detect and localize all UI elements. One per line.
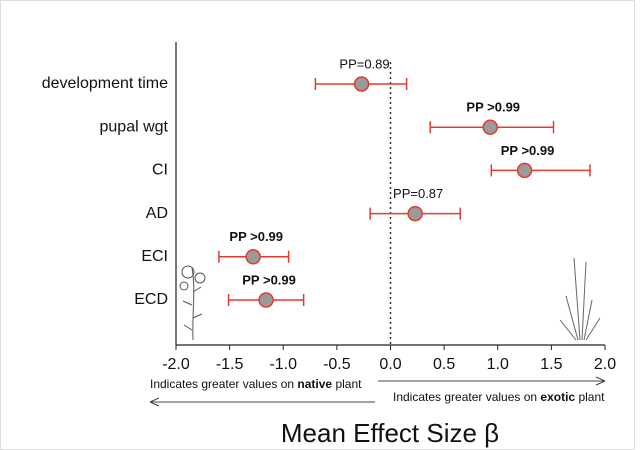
note: Indicates greater values on exotic plant (393, 390, 605, 404)
x-tick-label: 1.5 (540, 356, 562, 373)
annotation: PP >0.99 (229, 229, 283, 244)
y-tick-label: ECD (134, 291, 168, 308)
point (353, 76, 370, 92)
note-part: exotic (540, 390, 575, 404)
annotation: PP >0.99 (242, 272, 296, 287)
annotation: PP >0.99 (466, 100, 520, 115)
native-plant-drawing (179, 265, 206, 341)
exotic-plant-drawing (559, 257, 601, 341)
x-tick-label: -2.0 (162, 356, 190, 373)
y-tick-label: development time (42, 75, 168, 92)
note-part: plant (332, 377, 362, 391)
annotation: PP=0.87 (393, 186, 443, 201)
point (482, 119, 498, 135)
x-tick-label: -0.5 (323, 356, 351, 373)
note-part: plant (575, 390, 605, 404)
arrow-head (149, 397, 160, 407)
note-part: Indicates greater values on (150, 377, 297, 391)
point (516, 162, 533, 179)
x-tick-label: -1.0 (269, 356, 297, 373)
x-axis-title: Mean Effect Size β (281, 418, 499, 448)
x-tick-label: 1.0 (487, 356, 509, 373)
x-tick-label: 0.5 (433, 356, 455, 373)
point (245, 249, 261, 265)
y-tick-label: CI (152, 162, 168, 179)
point (407, 205, 423, 222)
arrow-head (595, 376, 606, 386)
x-tick-label: 2.0 (594, 356, 616, 373)
note: Indicates greater values on native plant (150, 377, 362, 391)
x-tick-label: 0.0 (379, 356, 401, 373)
y-tick-label: AD (146, 205, 168, 222)
x-tick-label: -1.5 (216, 356, 244, 373)
y-tick-label: ECI (141, 248, 168, 265)
y-tick-label: pupal wgt (100, 118, 169, 135)
point (258, 292, 274, 308)
note-part: Indicates greater values on (393, 390, 540, 404)
annotation: PP=0.89 (339, 56, 389, 71)
annotation: PP >0.99 (501, 143, 555, 158)
note-part: native (297, 377, 332, 391)
